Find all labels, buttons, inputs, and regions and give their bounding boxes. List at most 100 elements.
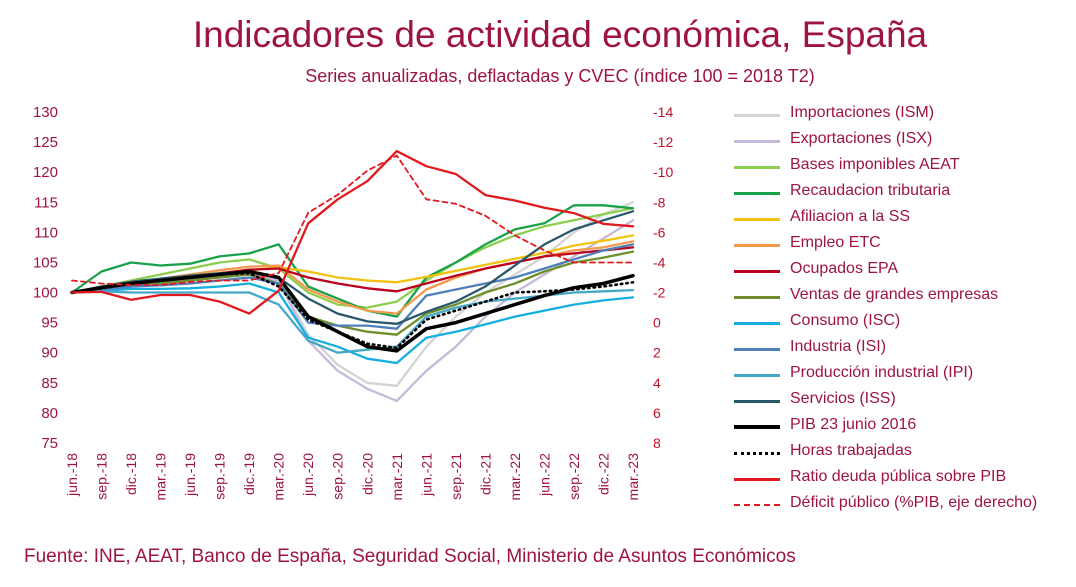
series-line-15 bbox=[71, 154, 634, 286]
x-tick-label: sep.-19 bbox=[212, 453, 228, 500]
x-tick-label: jun.-18 bbox=[64, 453, 80, 497]
legend-swatch bbox=[734, 425, 780, 429]
left-tick-label: 100 bbox=[33, 285, 58, 302]
series-line-8 bbox=[70, 282, 635, 365]
right-axis-ticks: 8 6 4 2 0 -2 -4 -6 -8 -10 -12 -14 bbox=[653, 104, 673, 451]
legend-label: Servicios (ISS) bbox=[790, 390, 896, 407]
left-tick-label: 75 bbox=[41, 435, 58, 452]
left-tick-label: 95 bbox=[41, 315, 58, 332]
right-tick-label: -8 bbox=[653, 194, 666, 210]
left-tick-label: 115 bbox=[34, 194, 58, 211]
right-tick-label: 8 bbox=[653, 435, 661, 451]
legend-swatch bbox=[734, 504, 780, 506]
right-tick-label: -10 bbox=[653, 164, 673, 180]
left-tick-label: 130 bbox=[33, 104, 58, 121]
right-tick-label: 6 bbox=[653, 405, 661, 421]
legend-label: Horas trabajadas bbox=[790, 442, 912, 459]
legend-item: Ratio deuda pública sobre PIB bbox=[734, 466, 1074, 492]
x-tick-label: dic.-18 bbox=[123, 453, 139, 495]
x-tick-label: mar.-21 bbox=[389, 453, 405, 501]
x-tick-label: dic.-20 bbox=[359, 453, 375, 495]
legend-item: Afiliacion a la SS bbox=[734, 206, 1074, 232]
legend-label: Ocupados EPA bbox=[790, 260, 899, 277]
legend-label: Bases imponibles AEAT bbox=[790, 156, 960, 173]
left-tick-label: 90 bbox=[41, 345, 58, 362]
legend-label: Exportaciones (ISX) bbox=[790, 130, 933, 147]
legend-item: Ventas de grandes empresas bbox=[734, 284, 1074, 310]
legend-item: Servicios (ISS) bbox=[734, 388, 1074, 414]
legend-item: Consumo (ISC) bbox=[734, 310, 1074, 336]
series-line-10 bbox=[70, 288, 635, 354]
left-tick-label: 125 bbox=[33, 134, 58, 151]
right-tick-label: -6 bbox=[653, 224, 666, 240]
left-tick-label: 110 bbox=[34, 224, 58, 241]
x-tick-label: mar.-20 bbox=[271, 453, 287, 501]
legend-swatch bbox=[734, 296, 780, 299]
legend-item: Déficit público (%PIB, eje derecho) bbox=[734, 492, 1074, 518]
legend-swatch bbox=[734, 374, 780, 377]
series-line-13 bbox=[70, 271, 635, 350]
legend-item: Horas trabajadas bbox=[734, 440, 1074, 466]
left-tick-label: 105 bbox=[33, 254, 58, 271]
legend-item: Empleo ETC bbox=[734, 232, 1074, 258]
x-tick-label: sep.-22 bbox=[566, 453, 582, 500]
legend-swatch bbox=[734, 192, 780, 195]
left-axis-ticks: 75 80 85 90 95 100 105 110 115 120 125 130 bbox=[33, 104, 58, 452]
legend-item: Exportaciones (ISX) bbox=[734, 128, 1074, 154]
series-line-3 bbox=[70, 204, 635, 318]
chart-title: Indicadores de actividad económica, Espa… bbox=[192, 14, 928, 55]
x-tick-label: mar.-19 bbox=[153, 453, 169, 501]
right-tick-label: -12 bbox=[653, 134, 673, 150]
legend-swatch bbox=[734, 244, 780, 247]
legend-item: Ocupados EPA bbox=[734, 258, 1074, 284]
line-chart: 75 80 85 90 95 100 105 110 115 120 125 130 8 6 4 2 0 -2 -… bbox=[33, 104, 673, 501]
legend-item: Importaciones (ISM) bbox=[734, 102, 1074, 128]
series-line-14 bbox=[70, 149, 635, 315]
x-tick-label: dic.-19 bbox=[241, 453, 257, 495]
right-tick-label: -2 bbox=[653, 285, 666, 301]
right-tick-label: 0 bbox=[653, 315, 661, 331]
series-line-7 bbox=[70, 250, 635, 336]
chart-subtitle: Series anualizadas, deflactadas y CVEC (… bbox=[305, 66, 815, 86]
legend-item: Recaudacion tributaria bbox=[734, 180, 1074, 206]
x-tick-label: sep.-18 bbox=[94, 453, 110, 500]
legend-label: Consumo (ISC) bbox=[790, 312, 901, 329]
right-tick-label: 4 bbox=[653, 375, 661, 391]
legend-item: Bases imponibles AEAT bbox=[734, 154, 1074, 180]
x-tick-label: mar.-23 bbox=[625, 453, 641, 501]
right-tick-label: 2 bbox=[653, 345, 661, 361]
left-tick-label: 85 bbox=[41, 375, 58, 392]
x-tick-label: jun.-19 bbox=[182, 453, 198, 497]
x-tick-label: dic.-22 bbox=[595, 453, 611, 495]
legend-label: PIB 23 junio 2016 bbox=[790, 416, 917, 433]
legend-item: Producción industrial (IPI) bbox=[734, 362, 1074, 388]
legend-label: Afiliacion a la SS bbox=[790, 208, 911, 225]
legend-swatch bbox=[734, 166, 780, 169]
legend-swatch bbox=[734, 218, 780, 221]
legend-swatch bbox=[734, 270, 780, 273]
legend-swatch bbox=[734, 452, 780, 455]
source-note: Fuente: INE, AEAT, Banco de España, Segu… bbox=[24, 546, 796, 567]
x-tick-label: jun.-22 bbox=[536, 453, 552, 497]
legend-label: Ventas de grandes empresas bbox=[790, 286, 999, 303]
x-tick-label: jun.-20 bbox=[300, 453, 316, 497]
legend-item: Industria (ISI) bbox=[734, 336, 1074, 362]
legend-swatch bbox=[734, 348, 780, 351]
left-tick-label: 80 bbox=[41, 405, 58, 422]
legend-item: PIB 23 junio 2016 bbox=[734, 414, 1074, 440]
legend: Importaciones (ISM) Exportaciones (ISX) Ba… bbox=[734, 102, 1074, 518]
legend-label: Recaudacion tributaria bbox=[790, 182, 951, 199]
left-tick-label: 120 bbox=[33, 164, 58, 181]
series-lines bbox=[70, 149, 635, 403]
x-tick-label: sep.-21 bbox=[448, 453, 464, 500]
legend-label: Industria (ISI) bbox=[790, 338, 887, 355]
legend-swatch bbox=[734, 114, 780, 117]
legend-swatch bbox=[734, 400, 780, 403]
legend-swatch bbox=[734, 140, 780, 143]
legend-label: Empleo ETC bbox=[790, 234, 881, 251]
legend-label: Déficit público (%PIB, eje derecho) bbox=[790, 494, 1038, 511]
x-tick-label: mar.-22 bbox=[507, 453, 523, 501]
x-tick-label: sep.-20 bbox=[330, 453, 346, 500]
legend-swatch bbox=[734, 322, 780, 325]
legend-swatch bbox=[734, 478, 780, 481]
